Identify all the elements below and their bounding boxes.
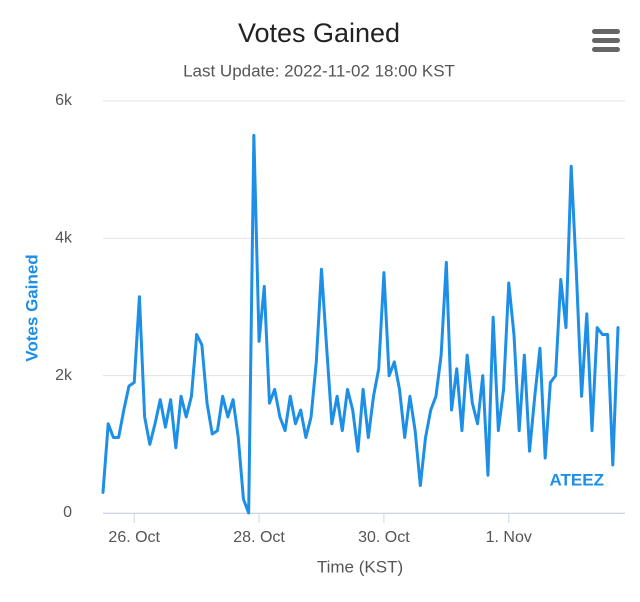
x-tick-label: 1. Nov: [486, 529, 532, 546]
chart-subtitle: Last Update: 2022-11-02 18:00 KST: [183, 61, 455, 80]
x-tick-label: 30. Oct: [358, 529, 410, 546]
menu-bar: [592, 38, 620, 43]
y-tick-label: 2k: [55, 367, 73, 384]
chart-title: Votes Gained: [238, 18, 400, 48]
y-tick-label: 0: [63, 504, 72, 521]
y-tick-label: 6k: [55, 92, 73, 109]
menu-bar: [592, 47, 620, 52]
series-label: ATEEZ: [550, 470, 604, 489]
series-line: [101, 133, 620, 515]
x-tick-label: 26. Oct: [108, 529, 160, 546]
y-tick-label: 4k: [55, 230, 73, 247]
menu-bar: [592, 29, 620, 34]
x-axis-title: Time (KST): [317, 557, 403, 576]
y-axis-title: Votes Gained: [22, 254, 41, 361]
x-tick-label: 28. Oct: [233, 529, 285, 546]
menu-button[interactable]: [592, 29, 620, 52]
